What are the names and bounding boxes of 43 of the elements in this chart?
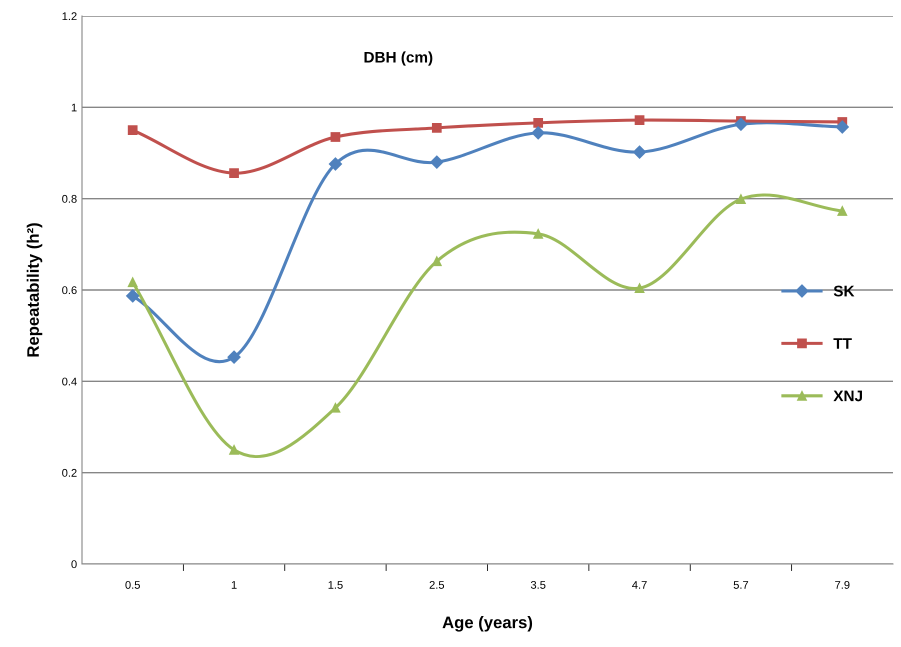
x-tick-label: 3.5: [530, 580, 546, 589]
point: [328, 157, 342, 171]
point: [432, 256, 442, 266]
point: [533, 118, 544, 128]
x-tick-label: 2.5: [430, 580, 444, 589]
x-tick-label: 1.5: [328, 581, 343, 589]
point: [533, 228, 544, 239]
x-tick-label: 0.5: [125, 580, 140, 589]
point: [430, 156, 444, 169]
y-axis-title: Repeatability (h²): [26, 223, 42, 356]
y-tick-label: 0.4: [62, 378, 77, 386]
point: [634, 115, 644, 125]
legend-label: XNJ: [833, 390, 862, 402]
y-tick-label: 0.2: [62, 468, 77, 477]
y-tick-label: 1: [72, 104, 77, 112]
y-tick-label: 1.2: [62, 12, 77, 20]
point: [330, 132, 340, 142]
point: [126, 289, 140, 303]
y-tick-label: 0: [71, 560, 77, 568]
point: [634, 283, 644, 294]
y-tick-label: 0.8: [62, 194, 77, 203]
point: [330, 402, 340, 413]
point: [128, 125, 138, 136]
x-tick-label: 7.9: [835, 580, 850, 589]
point: [227, 350, 241, 364]
text: DBH (cm): [364, 51, 432, 66]
y-tick-label: 0.6: [62, 286, 77, 294]
point: [532, 126, 545, 140]
x-tick-label: 5.7: [734, 581, 748, 589]
point: [128, 277, 138, 288]
point: [229, 168, 239, 178]
point: [837, 206, 848, 216]
x-axis-title: Age (years): [442, 616, 532, 632]
x-tick-label: 4.7: [632, 581, 647, 589]
point: [736, 194, 746, 204]
point: [836, 120, 849, 134]
x-tick-label: 1: [232, 581, 237, 589]
point: [229, 444, 239, 455]
legend-label: TT: [833, 338, 852, 349]
point: [432, 123, 442, 133]
point: [632, 146, 646, 159]
point: [734, 118, 748, 131]
legend-label: SK: [834, 286, 854, 296]
